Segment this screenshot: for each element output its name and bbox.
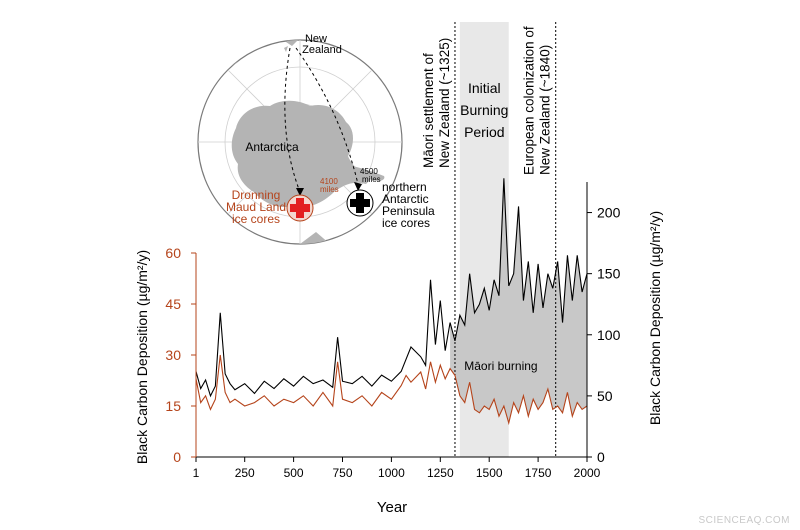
right-y-tick-label: 0 [597, 449, 605, 465]
nap-label-line4: ice cores [382, 216, 430, 230]
nap-distance-number: 4500 [360, 167, 378, 176]
x-axis-title: Year [377, 499, 407, 516]
event-label-line: European colonization of [522, 26, 537, 175]
maori-burning-fill [450, 178, 587, 423]
x-tick-label: 1500 [476, 466, 503, 480]
x-tick-label: 1 [193, 466, 200, 480]
event-label-line: Māori settlement of [421, 53, 436, 168]
x-tick-label: 1250 [427, 466, 454, 480]
shaded-period-label-line: Initial [468, 80, 501, 96]
dml-label-line2: Maud Land [226, 200, 286, 214]
northern-antarctic-peninsula-series-line [195, 178, 588, 398]
new-zealand-label-line1: New [305, 33, 327, 45]
right-y-tick-label: 100 [597, 327, 621, 343]
dronning-maud-land-marker-icon [286, 194, 314, 222]
event-label-line: New Zealand (~1325) [437, 38, 452, 168]
antarctica-landmass [231, 100, 372, 208]
shaded-period-label-line: Period [464, 124, 504, 140]
dml-label-line1: Dronning [232, 188, 281, 202]
nap-label-line3: Peninsula [382, 204, 435, 218]
arrow-head-icon [296, 188, 304, 196]
x-tick-label: 250 [235, 466, 255, 480]
dml-distance-number: 4100 [320, 177, 338, 186]
maori-burning-label: Māori burning [464, 359, 537, 373]
event-label-line: New Zealand (~1840) [538, 45, 553, 175]
africa-edge [300, 232, 330, 244]
new-zealand-landmass [284, 40, 298, 52]
antarctica-polar-map: New Zealand Antarctica 4100 miles 4500 m… [197, 33, 435, 245]
x-tick-label: 500 [284, 466, 304, 480]
left-y-axis-title: Black Carbon Deposition (µg/m²/y) [134, 250, 150, 464]
x-tick-label: 1750 [525, 466, 552, 480]
route-to-dronning-maud-land [284, 47, 301, 193]
northern-antarctic-peninsula-marker-icon [346, 189, 374, 217]
dronning-maud-land-series-line [195, 354, 588, 426]
left-y-tick-label: 0 [173, 449, 181, 465]
left-y-tick-label: 30 [165, 347, 181, 363]
right-y-tick-label: 50 [597, 388, 613, 404]
left-y-tick-label: 45 [165, 296, 181, 312]
x-tick-label: 750 [332, 466, 352, 480]
route-to-northern-antarctic-peninsula [295, 47, 359, 185]
right-y-tick-label: 150 [597, 266, 621, 282]
right-y-tick-label: 200 [597, 205, 621, 221]
left-y-tick-label: 15 [165, 398, 181, 414]
antarctica-label: Antarctica [245, 140, 299, 154]
nap-distance-unit: miles [362, 175, 381, 184]
x-tick-label: 1000 [378, 466, 405, 480]
nap-label-line1: northern [382, 180, 427, 194]
right-y-axis-title: Black Carbon Deposition (µg/m²/y) [647, 211, 663, 425]
dml-distance-unit: miles [320, 185, 339, 194]
dml-label-line3: ice cores [232, 212, 280, 226]
left-y-tick-label: 60 [165, 245, 181, 261]
arrow-head-icon [354, 182, 362, 191]
antarctic-peninsula [352, 166, 385, 181]
shaded-period-label-line: Burning [460, 102, 508, 118]
site-watermark: SCIENCEAQ.COM [698, 515, 790, 526]
nap-label-line2: Antarctic [382, 192, 429, 206]
x-tick-label: 2000 [574, 466, 601, 480]
new-zealand-label-line2: Zealand [302, 44, 342, 56]
